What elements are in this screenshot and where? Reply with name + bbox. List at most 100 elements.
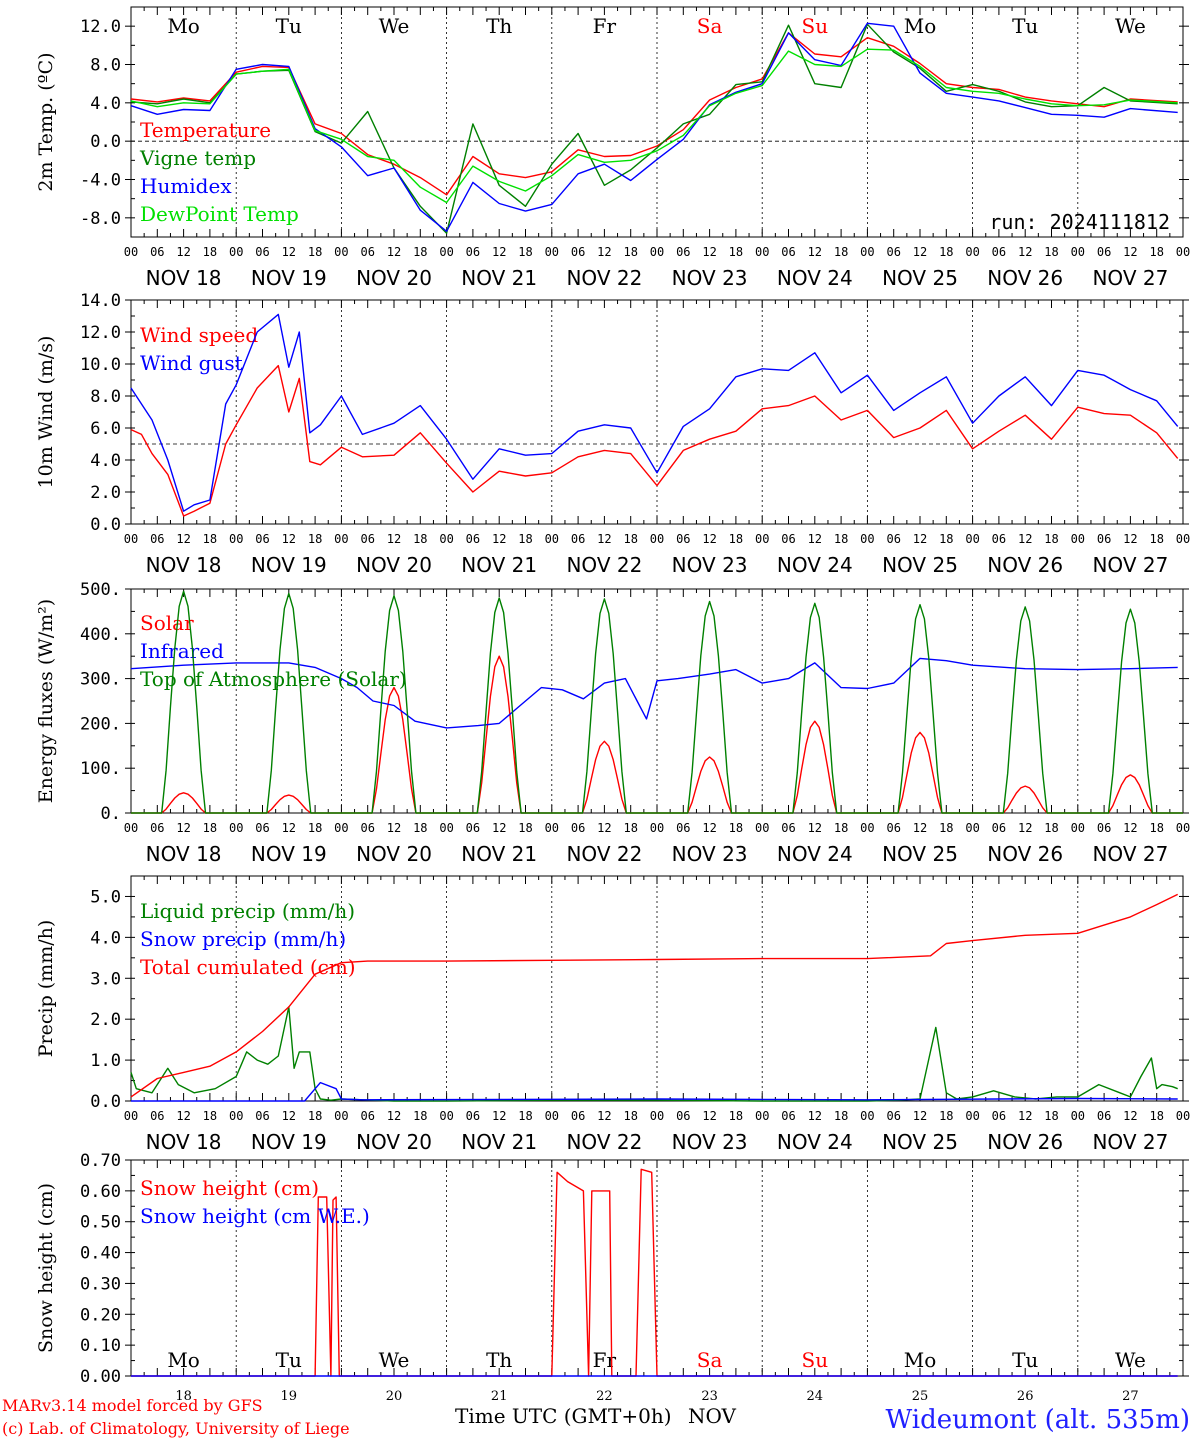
date-label: NOV 25	[882, 1130, 958, 1154]
date-label: NOV 20	[356, 842, 432, 866]
hour-label: 00	[124, 1109, 138, 1123]
date-label: NOV 26	[987, 553, 1063, 577]
y-axis-title: 2m Temp. (ºC)	[35, 52, 57, 191]
hour-label: 06	[150, 1109, 164, 1123]
weekday-label: Mo	[904, 1348, 937, 1372]
hour-label: 18	[623, 532, 637, 546]
legend-label: Total cumulated (cm)	[140, 955, 356, 979]
hour-label: 12	[492, 821, 506, 835]
hour-label: 06	[255, 532, 269, 546]
weekday-label: Mo	[167, 14, 200, 38]
y-tick-label: 0.0	[90, 132, 121, 152]
y-tick-label: 14.0	[80, 291, 121, 311]
weekday-label: Su	[802, 1348, 829, 1372]
hour-label: 12	[282, 245, 296, 259]
y-tick-label: 1.0	[90, 1051, 121, 1071]
hour-label: 18	[518, 821, 532, 835]
date-label: NOV 24	[777, 842, 853, 866]
series-line-2	[130, 893, 1179, 1098]
hour-label: 06	[1097, 821, 1111, 835]
hour-label: 00	[1071, 245, 1085, 259]
hour-label: 00	[650, 821, 664, 835]
panel-1: 0.0 2.0 4.0 6.0 8.0 10.0 12.0 14.0 10m Wind (m/s…	[35, 291, 1190, 577]
hour-label: 06	[466, 245, 480, 259]
legend-label: Wind gust	[140, 351, 243, 375]
hour-label: 06	[781, 245, 795, 259]
y-tick-label: 0.10	[80, 1336, 121, 1356]
legend-label: Wind speed	[140, 323, 258, 347]
date-label: NOV 26	[987, 266, 1063, 290]
chart-panels: -8.0 -4.0 0.0 4.0 8.0 12.0 2m Temp. (ºC) 00 06 12…	[35, 6, 1190, 1404]
hour-label: 00	[124, 821, 138, 835]
day-number-label: 26	[1017, 1389, 1034, 1404]
panel-2: 0. 100. 200. 300. 400. 500. Energy fluxes (W/m…	[35, 580, 1190, 866]
hour-label: 00	[1176, 1109, 1190, 1123]
hour-label: 12	[597, 821, 611, 835]
hour-label: 00	[439, 245, 453, 259]
hour-label: 06	[1097, 245, 1111, 259]
date-label: NOV 21	[461, 266, 537, 290]
legend-label: Solar	[140, 611, 194, 635]
hour-label: 18	[518, 532, 532, 546]
y-tick-label: 0.40	[80, 1244, 121, 1264]
hour-label: 12	[808, 245, 822, 259]
lab-credit: (c) Lab. of Climatology, University of L…	[2, 1419, 350, 1438]
series-line-0	[130, 32, 1178, 196]
hour-label: 00	[439, 821, 453, 835]
day-number-label: 20	[386, 1389, 403, 1404]
hour-label: 18	[413, 821, 427, 835]
hour-label: 12	[387, 245, 401, 259]
hour-label: 00	[229, 821, 243, 835]
hour-label: 00	[650, 245, 664, 259]
date-label: NOV 27	[1092, 1130, 1168, 1154]
weekday-label: Tu	[276, 14, 302, 38]
hour-label: 06	[886, 821, 900, 835]
date-label: NOV 18	[146, 553, 222, 577]
date-label: NOV 18	[146, 266, 222, 290]
hour-label: 18	[729, 245, 743, 259]
hour-label: 12	[282, 1109, 296, 1123]
hour-label: 12	[1018, 532, 1032, 546]
hour-label: 06	[676, 821, 690, 835]
legend-label: DewPoint Temp	[140, 202, 299, 226]
hour-label: 00	[124, 245, 138, 259]
date-label: NOV 27	[1092, 842, 1168, 866]
legend-label: Infrared	[140, 639, 224, 663]
hour-label: 18	[939, 532, 953, 546]
hour-label: 12	[702, 532, 716, 546]
hour-label: 06	[466, 821, 480, 835]
hour-label: 00	[755, 245, 769, 259]
weekday-label: Fr	[593, 1348, 617, 1372]
date-label: NOV 25	[882, 266, 958, 290]
hour-label: 18	[623, 821, 637, 835]
hour-label: 06	[150, 532, 164, 546]
hour-label: 06	[992, 532, 1006, 546]
hour-label: 12	[597, 532, 611, 546]
y-tick-label: 0.60	[80, 1182, 121, 1202]
model-credit: MARv3.14 model forced by GFS	[2, 1396, 263, 1415]
hour-label: 00	[1071, 532, 1085, 546]
hour-label: 00	[1071, 821, 1085, 835]
hour-label: 06	[360, 1109, 374, 1123]
day-number-label: 21	[491, 1389, 508, 1404]
date-label: NOV 20	[356, 1130, 432, 1154]
date-label: NOV 23	[672, 553, 748, 577]
hour-label: 06	[781, 821, 795, 835]
x-axis-title: Time UTC (GMT+0h)	[455, 1404, 672, 1428]
hour-label: 06	[360, 821, 374, 835]
hour-label: 06	[676, 1109, 690, 1123]
y-tick-label: 4.0	[90, 94, 121, 114]
hour-label: 18	[729, 821, 743, 835]
series-line-0	[131, 1168, 1178, 1377]
hour-label: 00	[334, 532, 348, 546]
hour-label: 06	[150, 245, 164, 259]
series-line-3	[130, 48, 1178, 204]
hour-label: 18	[308, 245, 322, 259]
series-line-0	[130, 1006, 1178, 1102]
hour-label: 12	[702, 245, 716, 259]
legend-label: Temperature	[140, 118, 271, 142]
hour-label: 12	[808, 1109, 822, 1123]
hour-label: 18	[1149, 245, 1163, 259]
legend-label: Snow height (cm W.E.)	[140, 1204, 370, 1228]
hour-label: 12	[1123, 821, 1137, 835]
